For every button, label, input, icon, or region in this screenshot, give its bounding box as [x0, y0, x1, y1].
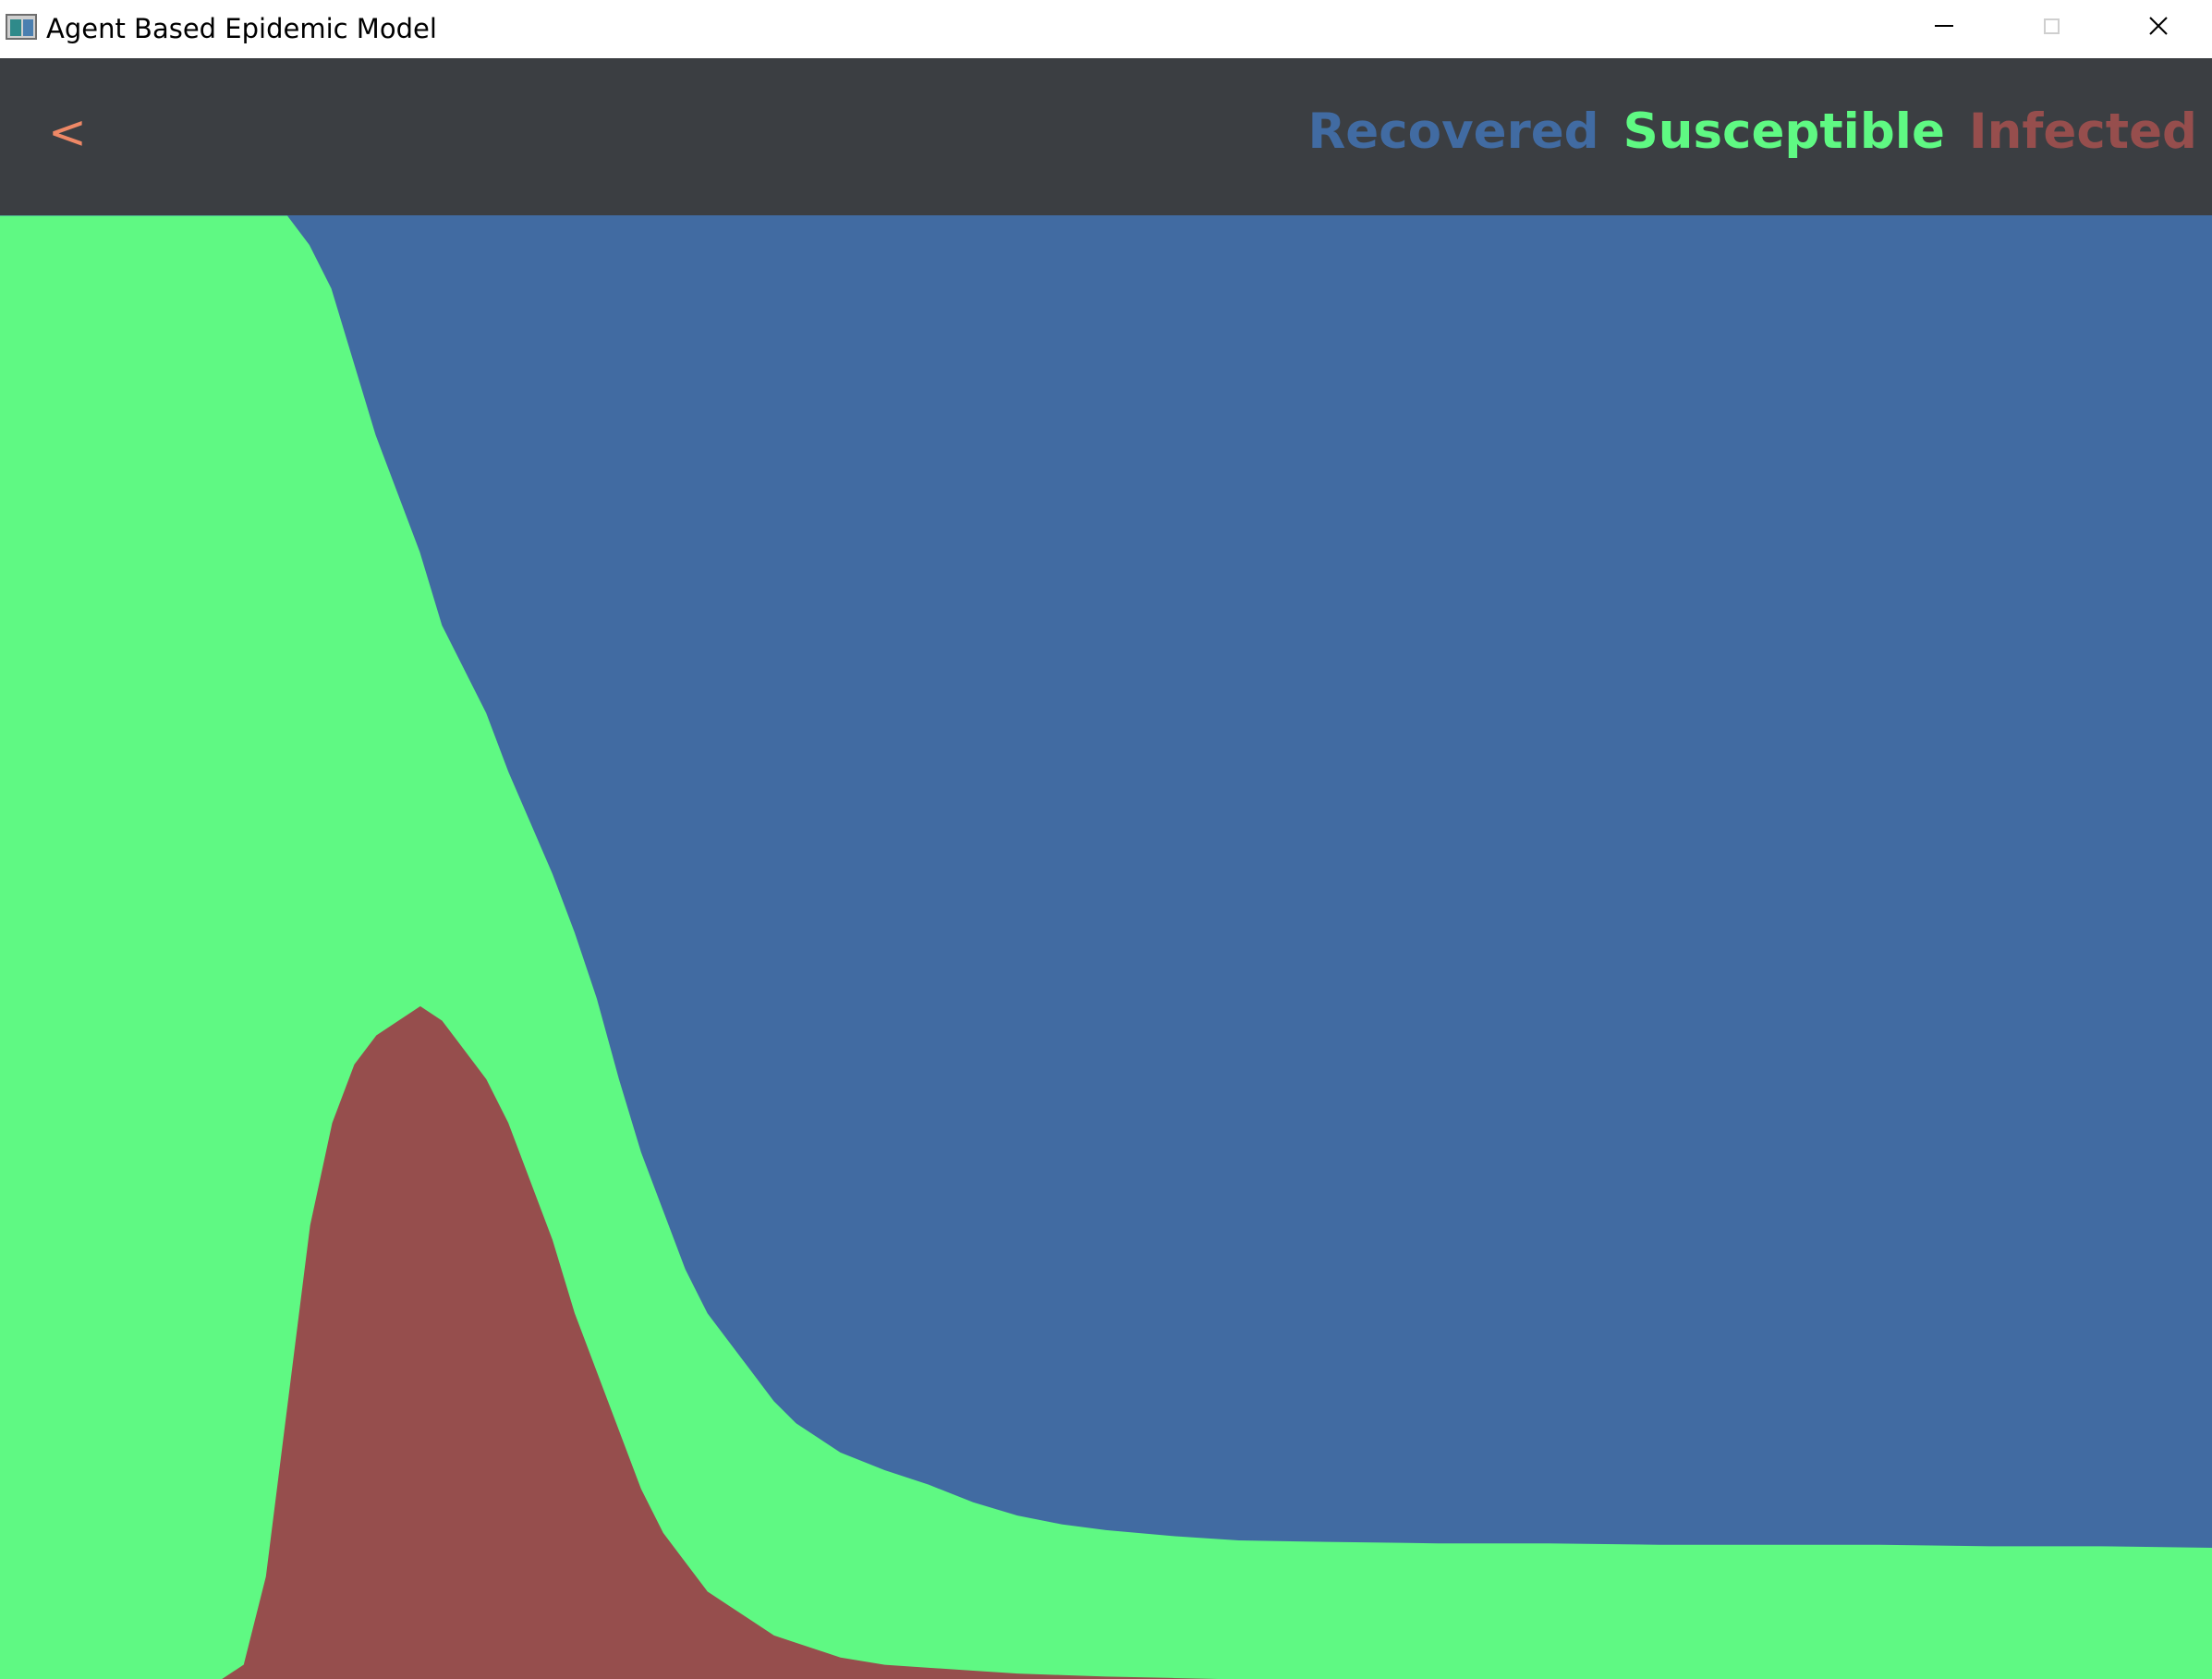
legend-infected: Infected: [1968, 103, 2197, 160]
window-titlebar: Agent Based Epidemic Model: [0, 0, 2212, 58]
epidemic-stacked-area-chart: [0, 215, 2212, 1679]
close-icon: [2149, 17, 2168, 35]
minimize-icon: [1935, 25, 1953, 27]
app-header: < Recovered Susceptible Infected: [0, 58, 2212, 215]
minimize-button[interactable]: [1890, 0, 1998, 52]
app-window-icon: [6, 14, 37, 40]
close-button[interactable]: [2105, 0, 2212, 52]
maximize-button[interactable]: [1998, 0, 2105, 52]
back-button[interactable]: <: [48, 105, 87, 159]
chart-legend: Recovered Susceptible Infected: [1307, 103, 2197, 162]
legend-susceptible: Susceptible: [1623, 103, 1945, 160]
maximize-icon: [2043, 18, 2060, 34]
window-title: Agent Based Epidemic Model: [46, 13, 437, 44]
area-recovered: [0, 215, 2212, 1548]
legend-recovered: Recovered: [1307, 103, 1599, 160]
